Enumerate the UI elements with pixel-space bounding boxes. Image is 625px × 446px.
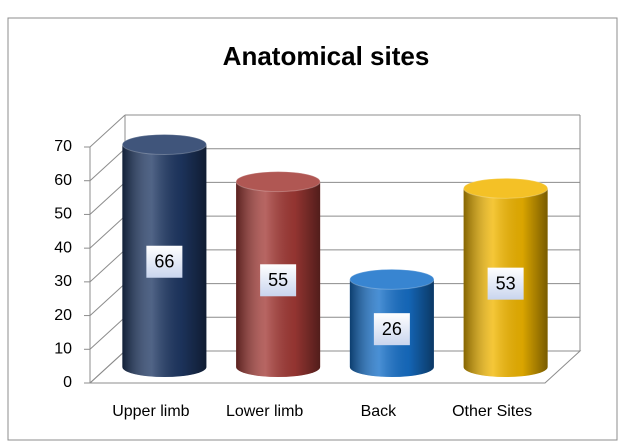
- y-tick-label: 20: [54, 307, 72, 324]
- x-tick-label: Upper limb: [112, 403, 189, 420]
- grid-line: [89, 283, 126, 316]
- y-tick-label: 40: [54, 239, 72, 256]
- value-label: 55: [268, 270, 288, 290]
- value-label-box: [373, 313, 410, 346]
- x-tick-label: Lower limb: [226, 403, 303, 420]
- value-label-box: [260, 264, 297, 297]
- y-tick-label: 50: [54, 206, 72, 223]
- value-label: 66: [154, 251, 174, 271]
- bar-top-highlight: [463, 178, 548, 199]
- y-tick-label: 0: [63, 374, 72, 391]
- grid-line: [89, 249, 126, 283]
- grid-line: [89, 316, 126, 350]
- x-tick-label: Back: [361, 403, 398, 420]
- bar-top-highlight: [236, 171, 321, 192]
- y-tick-label: 10: [54, 341, 72, 358]
- grid-line: [89, 182, 126, 215]
- value-label: 26: [382, 319, 402, 339]
- y-tick-label: 30: [54, 273, 72, 290]
- grid-line: [89, 215, 126, 249]
- value-label-box: [146, 245, 183, 278]
- y-tick-label: 60: [54, 172, 72, 189]
- chart-title: Anatomical sites: [223, 41, 430, 71]
- grid-line: [89, 350, 126, 384]
- bar-top: [463, 177, 549, 199]
- bar-top-highlight: [122, 134, 207, 155]
- grid-line: [89, 148, 126, 182]
- bar-top-highlight: [349, 269, 434, 290]
- y-tick-label: 70: [54, 138, 72, 155]
- bar-top: [121, 133, 207, 155]
- bar-top: [349, 268, 435, 290]
- grid-line: [89, 114, 126, 148]
- value-label: 53: [496, 273, 516, 293]
- value-label-box: [487, 267, 524, 300]
- x-tick-label: Other Sites: [452, 403, 532, 420]
- bar-top: [235, 171, 321, 193]
